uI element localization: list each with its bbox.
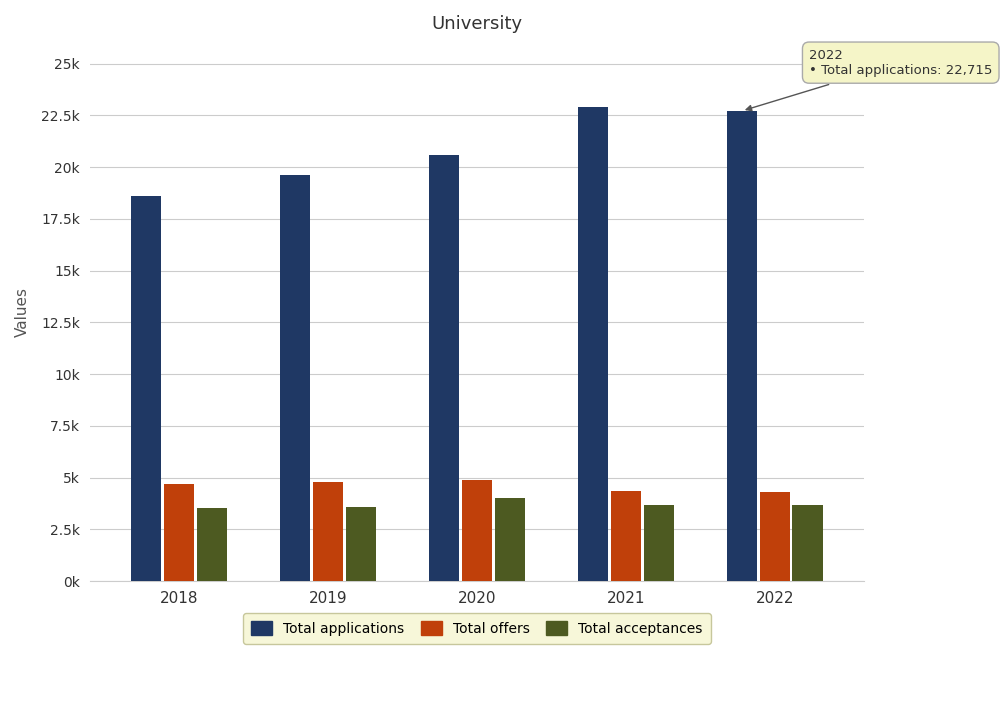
Bar [462, 480, 492, 581]
Bar [196, 508, 227, 581]
Y-axis label: Values: Values [15, 287, 30, 337]
Title: University: University [431, 15, 523, 33]
Bar [611, 491, 640, 581]
Bar [131, 196, 161, 581]
Text: 2022
• Total applications: 22,715: 2022 • Total applications: 22,715 [746, 48, 993, 111]
Bar [759, 492, 789, 581]
Bar [793, 505, 823, 581]
Bar [313, 482, 343, 581]
Bar [429, 155, 459, 581]
Bar [345, 507, 376, 581]
Legend: Total applications, Total offers, Total acceptances: Total applications, Total offers, Total … [243, 613, 711, 644]
Bar [643, 505, 674, 581]
Bar [280, 175, 310, 581]
Bar [578, 107, 608, 581]
Bar [727, 111, 757, 581]
Bar [164, 484, 194, 581]
Bar [494, 498, 525, 581]
